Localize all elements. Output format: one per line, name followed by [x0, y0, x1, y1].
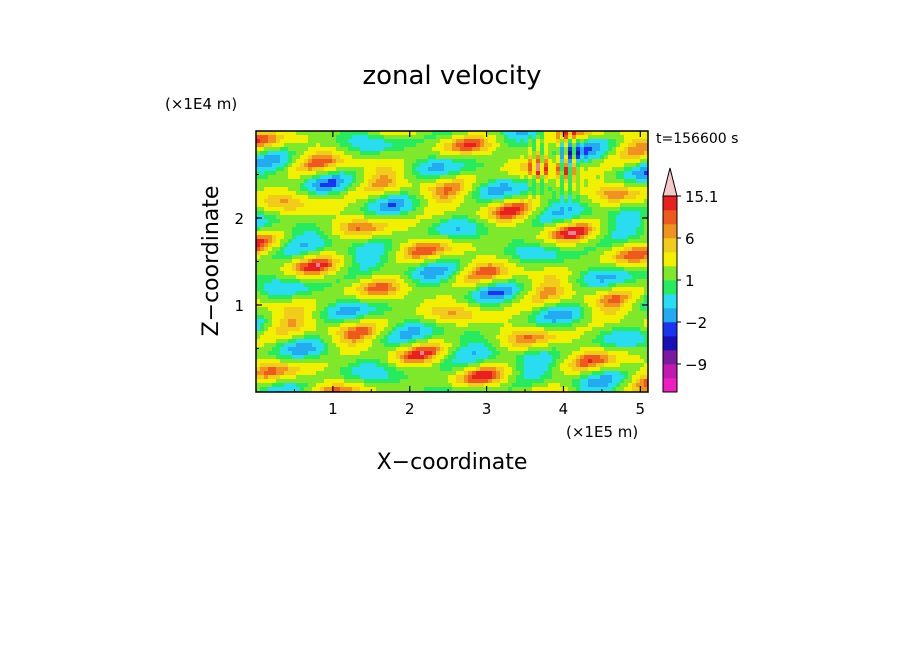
colorbar-band — [663, 238, 677, 253]
y-multiplier-label: (×1E4 m) — [165, 95, 237, 113]
colorbar-band — [663, 294, 677, 309]
colorbar-frame — [662, 195, 678, 393]
y-tick-label: 2 — [234, 210, 244, 228]
y-axis: 12 — [234, 174, 648, 349]
colorbar-band — [663, 196, 677, 211]
x-tick-label: 1 — [328, 400, 338, 418]
colorbar-band — [663, 224, 677, 239]
colorbar-band — [663, 364, 677, 379]
colorbar-band — [663, 210, 677, 225]
x-axis-label: X−coordinate — [377, 450, 528, 475]
x-tick-label: 5 — [636, 400, 646, 418]
colorbar-extend-arrow — [662, 167, 678, 197]
x-tick-label: 4 — [559, 400, 569, 418]
colorbar-band — [663, 252, 677, 267]
colorbar-band — [663, 350, 677, 365]
colorbar: 15.1 6 1 −2 −9 — [662, 167, 718, 393]
colorbar-band — [663, 308, 677, 323]
x-axis: 1 2 3 4 5 — [293, 131, 646, 418]
x-tick-label: 2 — [405, 400, 415, 418]
time-label: t=156600 s — [656, 131, 738, 147]
colorbar-band — [663, 378, 677, 393]
colorbar-band — [663, 266, 677, 281]
colorbar-band — [663, 322, 677, 337]
colorbar-label: 1 — [685, 272, 695, 290]
chart-title: zonal velocity — [362, 61, 541, 91]
x-tick-label: 3 — [482, 400, 492, 418]
y-tick-label: 1 — [234, 297, 244, 315]
contour-field — [256, 131, 648, 392]
colorbar-band — [663, 280, 677, 295]
y-axis-label: Z−coordinate — [199, 186, 224, 337]
colorbar-label: −9 — [685, 356, 707, 374]
colorbar-band — [663, 336, 677, 351]
colorbar-label: −2 — [685, 314, 707, 332]
colorbar-label: 15.1 — [685, 188, 718, 206]
colorbar-label: 6 — [685, 230, 695, 248]
x-multiplier-label: (×1E5 m) — [566, 423, 638, 441]
